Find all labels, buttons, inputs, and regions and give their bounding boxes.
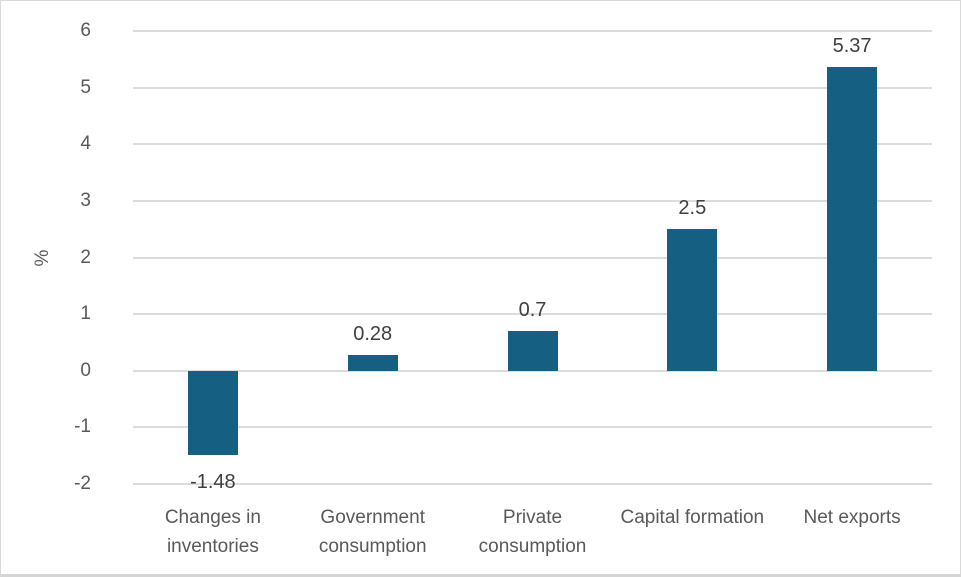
bar-capital-formation	[667, 229, 718, 371]
gridline-y--1	[133, 426, 932, 429]
data-label: 5.37	[832, 34, 872, 57]
gridline-y--2	[133, 483, 932, 485]
gridline-y-1	[133, 313, 932, 316]
bar-government-consumption	[347, 354, 398, 371]
gridline-y-6	[133, 30, 932, 32]
data-label: 0.7	[518, 299, 547, 322]
y-tick-label: 6	[80, 20, 91, 41]
y-tick-label: 4	[80, 133, 91, 155]
gridline-y-5	[133, 86, 932, 89]
x-category-label: Government consumption	[318, 507, 427, 557]
y-tick-label: 0	[80, 359, 91, 381]
y-tick-label: -2	[74, 473, 91, 494]
data-label: -1.48	[190, 470, 236, 493]
x-axis-category-labels: Changes in inventories Government consump…	[133, 503, 932, 567]
bar-changes-in-inventories	[187, 370, 238, 455]
gridline-y-3	[133, 199, 932, 202]
y-tick-label: 2	[80, 246, 91, 268]
x-category-label: Private consumption	[478, 507, 587, 557]
gridline-y-2	[133, 256, 932, 259]
x-category-label: Capital formation	[620, 507, 765, 528]
x-category-label: Changes in inventories	[164, 507, 261, 557]
data-label: 2.5	[678, 197, 707, 220]
y-tick-label: 5	[80, 76, 91, 98]
y-axis-tick-labels: 6 5 4 3 2 1 0 -1 -2	[1, 1, 113, 574]
y-tick-label: 1	[80, 303, 91, 325]
y-tick-label: -1	[74, 416, 91, 438]
y-tick-label: 3	[80, 189, 91, 211]
bar-net-exports	[827, 66, 878, 371]
x-category-label: Net exports	[803, 507, 901, 528]
plot-area: -1.48 0.28 0.7 2.5 5.37	[133, 30, 932, 493]
gridline-y-0	[133, 369, 932, 372]
gridline-y-4	[133, 143, 932, 146]
data-label: 0.28	[353, 322, 393, 345]
bar-private-consumption	[507, 331, 558, 371]
